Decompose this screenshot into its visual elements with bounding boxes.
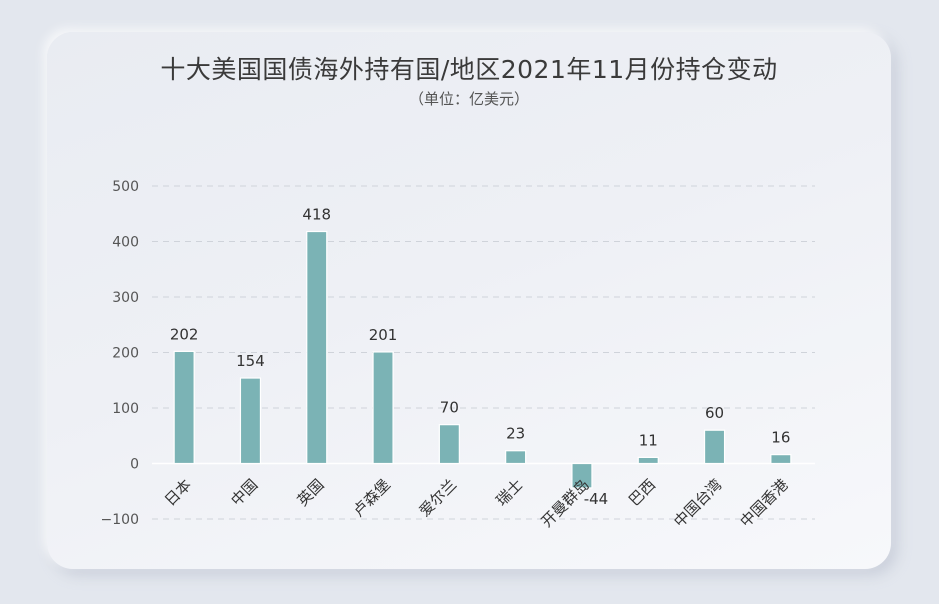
bar [637,456,659,465]
bar [438,424,460,465]
category-label: 爱尔兰 [416,476,461,521]
y-tick-label: 200 [112,346,139,362]
data-label: 16 [771,429,790,447]
data-label: 202 [170,325,199,343]
data-label: 23 [506,425,525,443]
category-label: 中国台湾 [670,476,725,531]
data-label: 154 [236,352,265,370]
y-tick-label: −100 [101,512,139,528]
y-tick-label: 100 [112,401,139,417]
bar [372,351,394,465]
y-tick-label: 400 [112,235,139,251]
chart-card [47,32,891,569]
data-label: 11 [639,431,658,449]
chart-title: 十大美国国债海外持有国/地区2021年11月份持仓变动 [160,55,778,84]
bar [306,230,328,465]
data-label: 60 [705,404,724,422]
bar [703,429,726,465]
bar [571,462,593,489]
bar [770,454,792,465]
category-label: 日本 [161,476,195,510]
category-label: 中国 [227,476,261,510]
data-label: 418 [302,206,331,224]
category-label: 巴西 [625,476,659,510]
y-tick-label: 300 [112,290,139,306]
y-tick-label: 0 [130,457,139,473]
chart-subtitle: （单位：亿美元） [408,90,529,108]
data-label: 201 [369,326,398,344]
category-label: 卢森堡 [349,476,394,521]
category-label: 英国 [294,476,328,510]
bar [239,377,262,465]
y-tick-label: 500 [112,179,139,195]
bar [173,350,195,465]
data-label: 70 [440,399,459,417]
category-label: 瑞士 [493,476,527,510]
bar [505,450,527,465]
category-label: 中国香港 [737,476,792,531]
data-label: -44 [584,490,609,508]
